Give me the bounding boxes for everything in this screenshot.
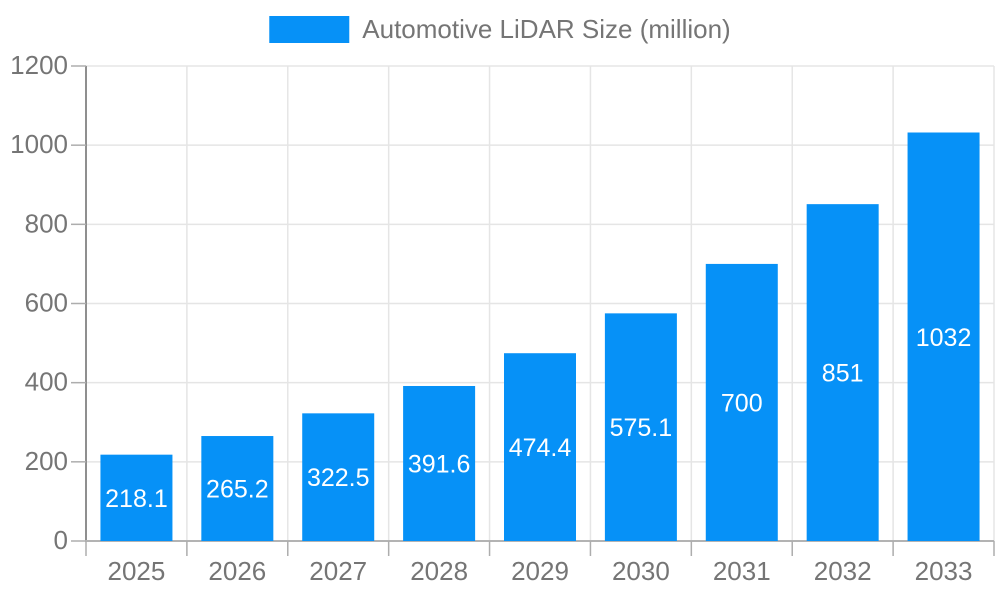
legend[interactable]: Automotive LiDAR Size (million) (269, 14, 731, 44)
bar-2031[interactable] (705, 263, 778, 541)
x-tick-label: 2026 (208, 556, 266, 586)
legend-label: Automotive LiDAR Size (million) (362, 14, 731, 44)
bar-value-label: 851 (822, 360, 864, 388)
bar-2028[interactable] (403, 385, 476, 541)
bar-2025[interactable] (100, 454, 173, 541)
y-tick-label: 0 (54, 525, 68, 555)
x-tick-label: 2032 (814, 556, 872, 586)
bar-value-label: 265.2 (206, 476, 269, 504)
x-tick-label: 2028 (410, 556, 468, 586)
y-tick-label: 1000 (10, 129, 68, 159)
legend-swatch (269, 16, 350, 43)
bar-value-label: 1032 (916, 324, 972, 352)
bar-value-label: 322.5 (307, 464, 370, 492)
x-tick-label: 2030 (612, 556, 670, 586)
bar-value-label: 700 (721, 389, 763, 417)
x-tick-label: 2025 (108, 556, 166, 586)
y-tick-label: 1200 (10, 50, 68, 80)
bar-2026[interactable] (201, 436, 274, 541)
y-tick-label: 400 (25, 367, 68, 397)
bar-value-label: 218.1 (105, 485, 168, 513)
y-tick-label: 800 (25, 208, 68, 238)
x-tick-label: 2033 (915, 556, 973, 586)
bar-value-label: 575.1 (610, 414, 673, 442)
x-tick-label: 2031 (713, 556, 771, 586)
x-tick-label: 2029 (511, 556, 569, 586)
bar-2027[interactable] (302, 413, 375, 541)
bar-2029[interactable] (504, 353, 576, 541)
y-tick-label: 600 (25, 288, 68, 318)
x-tick-label: 2027 (309, 556, 367, 586)
bar-value-label: 474.4 (509, 434, 572, 462)
bar-2033[interactable] (907, 132, 980, 542)
y-tick-label: 200 (25, 446, 68, 476)
bar-value-label: 391.6 (408, 450, 471, 478)
bar-2032[interactable] (806, 204, 879, 542)
bar-2030[interactable] (604, 313, 677, 541)
